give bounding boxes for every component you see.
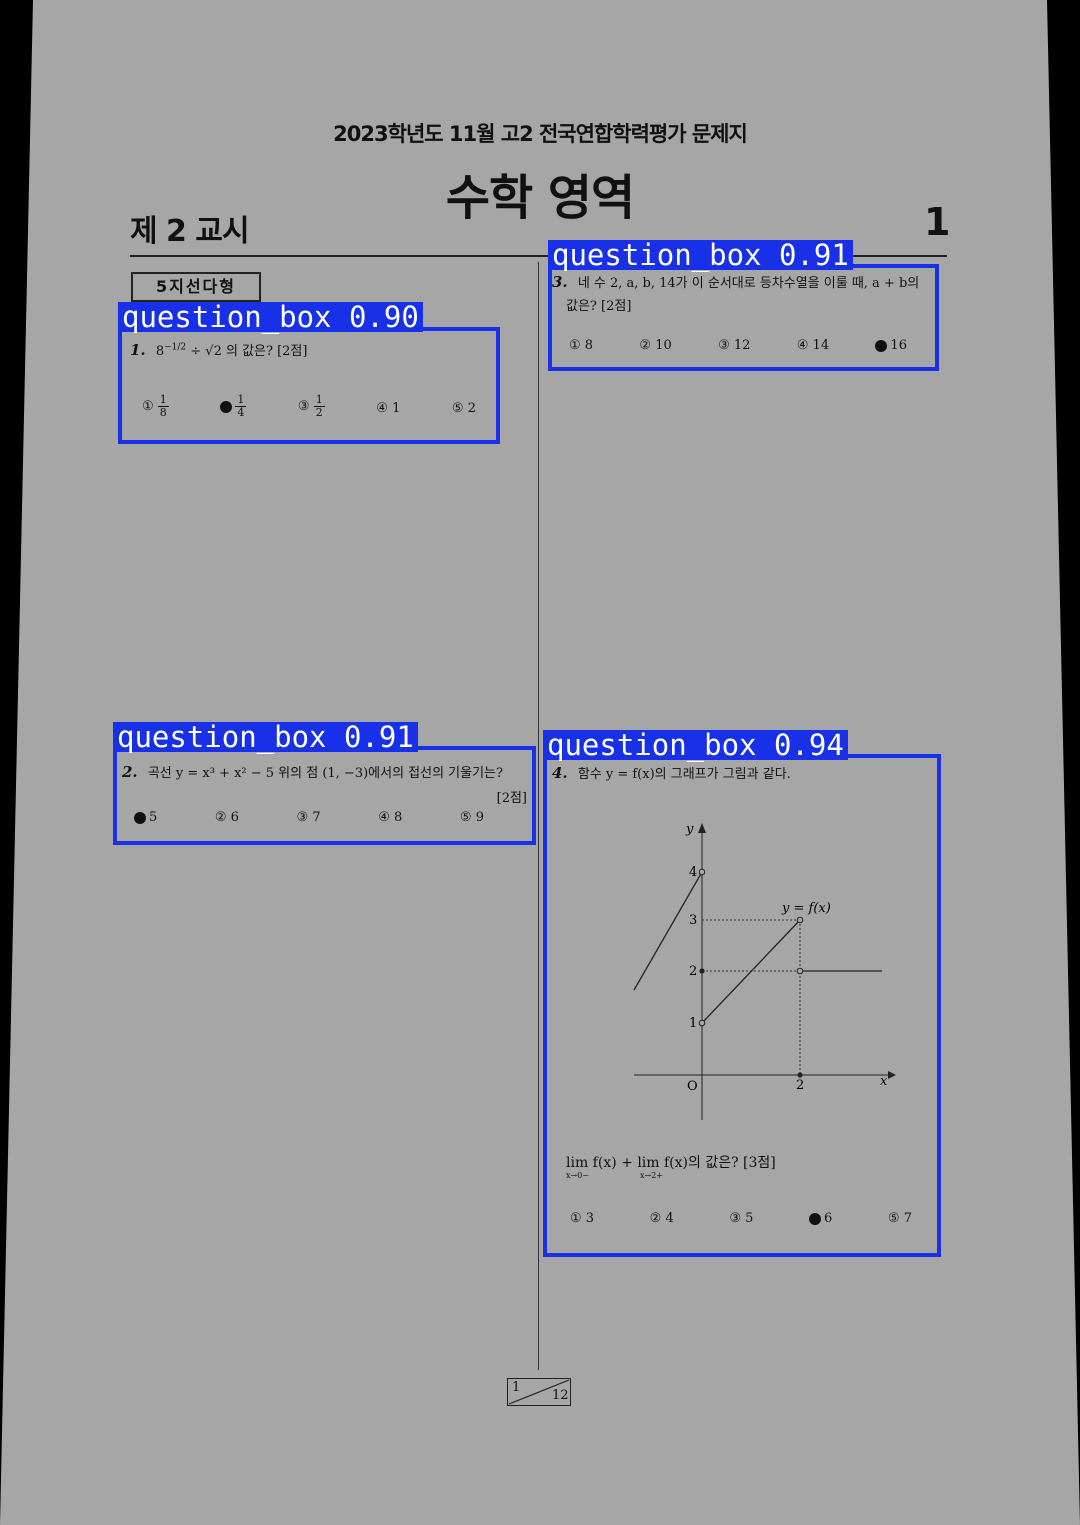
x-tick-label: 2	[796, 1078, 804, 1093]
question-number: 4.	[552, 764, 568, 782]
y-tick-label: 2	[689, 964, 697, 979]
question-number: 1.	[130, 341, 146, 359]
detection-box	[543, 754, 941, 1257]
x-axis-arrow-icon	[888, 1071, 896, 1079]
option-5[interactable]: ⑤ 2	[451, 401, 476, 416]
selected-mark	[134, 811, 146, 824]
column-divider	[538, 262, 539, 1370]
option-1[interactable]: 5	[134, 810, 157, 825]
curve-left	[633, 871, 703, 991]
detection-label: question_box 0.90	[118, 302, 423, 332]
question-text: ÷ √2 의 값은? [2점]	[190, 344, 308, 359]
question-points: [2점]	[496, 791, 527, 806]
y-tick-label: 1	[689, 1016, 697, 1031]
option-4[interactable]: ④ 14	[796, 338, 830, 353]
question-text: 함수 y = f(x)의 그래프가 그림과 같다.	[577, 767, 791, 782]
open-point	[796, 916, 804, 924]
option-5[interactable]: ⑤ 7	[887, 1211, 912, 1226]
detection-box	[113, 746, 536, 845]
y-axis-arrow-icon	[698, 823, 706, 833]
question-2: 2. 곡선 y = x³ + x² − 5 위의 점 (1, −3)에서의 접선…	[122, 762, 527, 806]
y-tick-label: 4	[689, 865, 697, 880]
option-1[interactable]: ① 3	[570, 1211, 595, 1226]
y-axis-label: y	[685, 822, 694, 837]
page-indicator: 1 12	[507, 1378, 571, 1406]
question-4: 4. 함수 y = f(x)의 그래프가 그림과 같다.	[552, 763, 791, 782]
detection-box	[118, 327, 500, 444]
option-3[interactable]: ③ 5	[729, 1211, 754, 1226]
exam-title: 수학 영역	[445, 170, 635, 226]
q4-limit-expression: lim f(x) + lim f(x)의 값은? [3점]	[566, 1152, 776, 1172]
option-5[interactable]: 16	[875, 338, 907, 353]
q3-options: ① 8 ② 10 ③ 12 ④ 14 16	[569, 338, 907, 353]
limit-subscript-1: x→0−	[566, 1171, 590, 1180]
question-number: 2.	[122, 763, 138, 781]
option-2[interactable]: ② 4	[649, 1211, 674, 1226]
curve-label: y = f(x)	[781, 901, 831, 916]
open-point	[698, 1019, 706, 1027]
y-tick-label: 3	[689, 913, 697, 928]
selected-mark	[220, 400, 233, 413]
detection-label: question_box 0.91	[113, 722, 418, 752]
option-3[interactable]: ③ 7	[296, 810, 321, 825]
page-current: 1	[512, 1380, 521, 1395]
selected-mark	[875, 339, 888, 352]
option-4[interactable]: 6	[809, 1211, 832, 1226]
detection-box	[548, 264, 939, 371]
open-point	[796, 967, 804, 975]
detection-label: question_box 0.94	[543, 730, 848, 760]
page-total: 12	[552, 1388, 569, 1403]
open-point	[698, 868, 706, 876]
option-5[interactable]: ⑤ 9	[459, 810, 484, 825]
page-number: 1	[924, 200, 951, 244]
q1-base: 8	[155, 344, 165, 359]
header-divider	[130, 255, 947, 257]
question-text-line2: 값은? [2점]	[566, 299, 632, 314]
limit-subscript-2: x→2+	[640, 1171, 664, 1180]
closed-point	[699, 968, 705, 974]
section-tag: 5지선다형	[131, 272, 261, 302]
option-4[interactable]: ④ 8	[378, 810, 403, 825]
exam-period: 제 2 교시	[130, 214, 250, 249]
option-1[interactable]: ① 8	[569, 338, 594, 353]
selected-mark	[809, 1212, 822, 1225]
q4-options: ① 3 ② 4 ③ 5 6 ⑤ 7	[570, 1211, 912, 1226]
closed-point	[797, 1072, 803, 1078]
question-3: 3. 네 수 2, a, b, 14가 이 순서대로 등차수열을 이룰 때, a…	[552, 272, 932, 314]
page-indicator-slash	[508, 1379, 570, 1405]
curve-middle	[701, 919, 801, 1024]
question-number: 3.	[552, 273, 568, 291]
q1-exponent: −1/2	[164, 342, 187, 353]
detection-label: question_box 0.91	[548, 240, 853, 270]
question-text: 네 수 2, a, b, 14가 이 순서대로 등차수열을 이룰 때, a + …	[577, 276, 920, 291]
option-2[interactable]: ② 6	[214, 810, 239, 825]
option-2[interactable]: ② 10	[639, 338, 672, 353]
option-3[interactable]: ③ 12	[718, 338, 751, 353]
option-4[interactable]: ④ 1	[376, 401, 401, 416]
q2-options: 5 ② 6 ③ 7 ④ 8 ⑤ 9	[134, 810, 484, 825]
limit-text: lim f(x) + lim f(x)의 값은? [3점]	[566, 1155, 776, 1171]
origin-label: O	[687, 1079, 698, 1094]
question-1: 1. 8−1/2 ÷ √2 의 값은? [2점]	[130, 340, 307, 359]
function-graph: y x O y = f(x) 1 2 3 4 2	[633, 822, 896, 1120]
x-axis-label: x	[880, 1074, 888, 1089]
exam-subtitle: 2023학년도 11월 고2 전국연합학력평가 문제지	[333, 122, 748, 146]
question-text: 곡선 y = x³ + x² − 5 위의 점 (1, −3)에서의 접선의 기…	[147, 766, 503, 781]
